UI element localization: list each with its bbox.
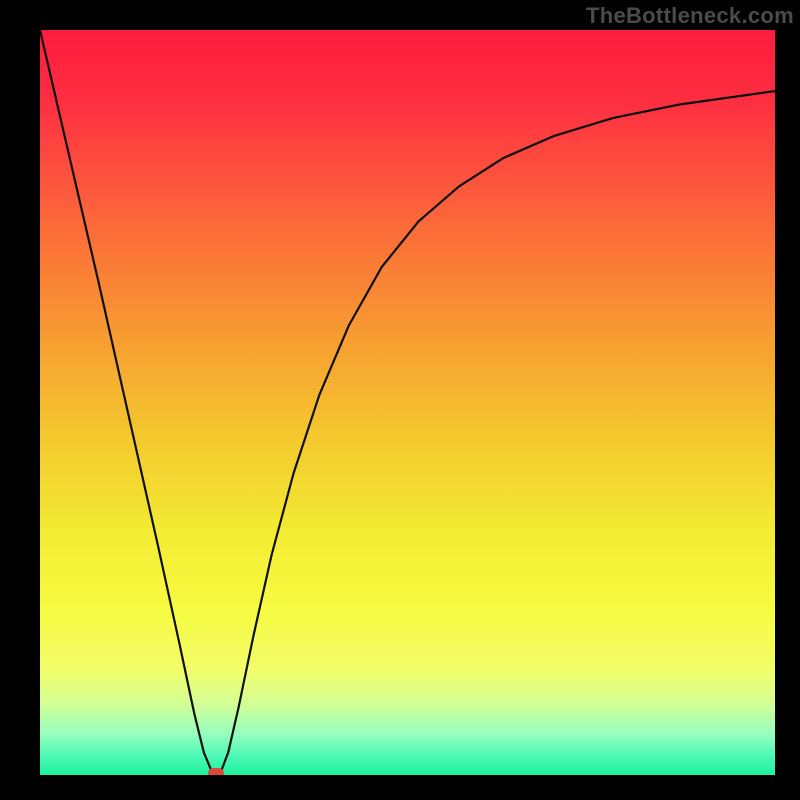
page-root: TheBottleneck.com	[0, 0, 800, 800]
curve-path	[40, 30, 775, 772]
plot-frame	[40, 30, 775, 775]
watermark-text: TheBottleneck.com	[586, 3, 794, 29]
minimum-marker	[208, 768, 224, 775]
plot-area	[40, 30, 775, 775]
curve-svg	[40, 30, 775, 775]
